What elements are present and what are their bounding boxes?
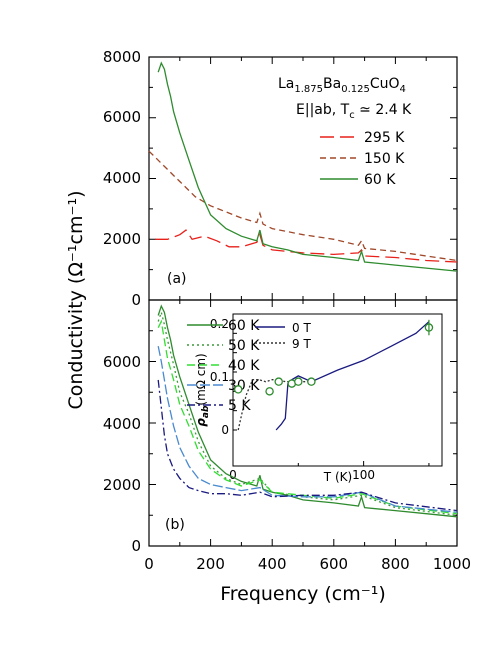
b-ytick-2000: 2000 <box>103 476 141 494</box>
panel-b-legend-label: 30 K <box>228 378 260 394</box>
b-ytick-0: 0 <box>131 537 141 555</box>
inset-y-label: ρab(mΩ cm) <box>194 353 211 426</box>
panel-b-legend-label: 50 K <box>228 338 260 354</box>
panel-b-legend-label: 5 K <box>228 398 251 414</box>
inset-data-point <box>233 385 243 394</box>
b-ytick-6000: 6000 <box>103 353 141 371</box>
panel-b-series-30-k <box>157 345 458 513</box>
xtick-0: 0 <box>144 555 154 573</box>
panel-b-legend-label: 60 K <box>228 318 260 334</box>
a-ytick-8000: 8000 <box>103 48 141 66</box>
material-annotation: La1.875Ba0.125CuO4 <box>278 76 406 95</box>
inset-data-point <box>274 377 283 386</box>
inset-data-point <box>265 387 274 396</box>
panel-b-label: (b) <box>165 517 185 533</box>
panel-b-series-60-k <box>157 304 458 518</box>
panel-a-legend-label: 60 K <box>364 172 396 188</box>
condition-annotation: E||ab, Tc ≃ 2.4 K <box>296 102 412 121</box>
panel-a-series-60-k <box>157 61 458 272</box>
inset-xtick-0: 0 <box>229 468 237 482</box>
xtick-600: 600 <box>319 555 348 573</box>
inset-ytick-02: 0.2 <box>210 317 229 331</box>
inset-x-label: T (K) <box>323 470 352 484</box>
xtick-800: 800 <box>381 555 410 573</box>
panel-a-series-295-k <box>155 229 458 263</box>
xtick-1000: 1000 <box>433 555 471 573</box>
panel-b-series-50-k <box>157 309 458 516</box>
panel-b-series-5-k <box>157 379 458 512</box>
inset-ytick-0: 0 <box>221 423 229 437</box>
inset-legend-label: 0 T <box>292 321 311 335</box>
inset-data-point <box>294 377 303 386</box>
a-ytick-0: 0 <box>131 291 141 309</box>
y-axis-label: Conductivity (Ω⁻¹cm⁻¹) <box>65 190 87 409</box>
inset-series-9-t <box>237 379 312 431</box>
panel-a-legend-label: 150 K <box>364 151 405 167</box>
panel-a-series-150-k <box>148 150 458 262</box>
panel-a-legend-label: 295 K <box>364 130 405 146</box>
inset-ytick-01: 0.1 <box>210 370 229 384</box>
inset-legend-label: 9 T <box>292 337 311 351</box>
panel-a-label: (a) <box>167 271 187 287</box>
panel-b-legend-label: 40 K <box>228 358 260 374</box>
b-ytick-4000: 4000 <box>103 415 141 433</box>
a-ytick-4000: 4000 <box>103 169 141 187</box>
a-ytick-2000: 2000 <box>103 230 141 248</box>
inset-series-0-t <box>275 321 430 431</box>
inset-xtick-100: 100 <box>352 468 375 482</box>
inset-frame <box>232 313 443 467</box>
a-ytick-6000: 6000 <box>103 108 141 126</box>
inset-data-point <box>307 377 316 386</box>
x-axis-label: Frequency (cm⁻¹) <box>220 583 386 605</box>
xtick-400: 400 <box>258 555 287 573</box>
xtick-200: 200 <box>196 555 225 573</box>
panel-b-series-40-k <box>157 319 458 515</box>
